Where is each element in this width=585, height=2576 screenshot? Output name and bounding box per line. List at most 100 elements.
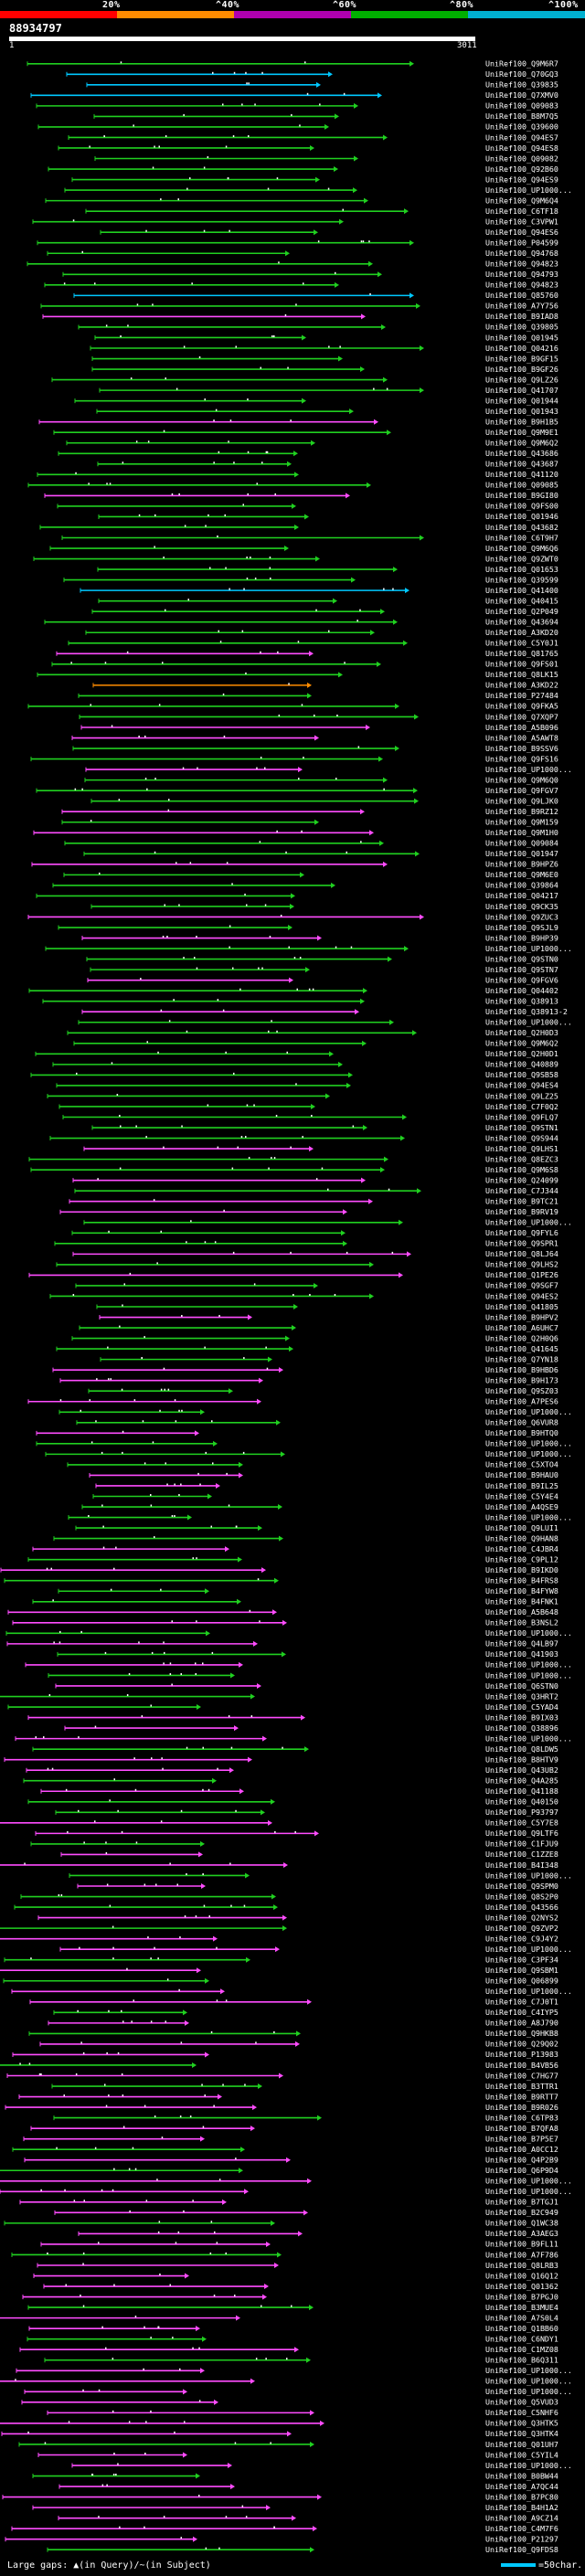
hit-label[interactable]: UniRef100_Q8LK15: [485, 670, 558, 679]
hit-label[interactable]: UniRef100_Q2H0Q6: [485, 1333, 558, 1342]
hit-row[interactable]: UniRef100_B4I348: [0, 1860, 558, 1870]
hit-label[interactable]: UniRef100_Q9SB58: [485, 1070, 558, 1079]
hit-row[interactable]: UniRef100_Q92B60: [48, 164, 558, 174]
hit-label[interactable]: UniRef100_UP1000...: [485, 2377, 572, 2386]
hit-row[interactable]: UniRef100_Q9HKB8: [28, 2029, 558, 2038]
hit-label[interactable]: UniRef100_B3MUE4: [485, 2303, 558, 2312]
hit-label[interactable]: UniRef100_Q2P049: [485, 607, 558, 616]
hit-label[interactable]: UniRef100_B9GI80: [485, 491, 558, 500]
hit-row[interactable]: UniRef100_Q94ES9: [71, 175, 558, 184]
hit-label[interactable]: UniRef100_B7TGJ1: [485, 2198, 558, 2207]
hit-label[interactable]: UniRef100_C6TP83: [485, 2113, 558, 2122]
hit-label[interactable]: UniRef100_Q9LTF6: [485, 1829, 558, 1838]
hit-row[interactable]: UniRef100_Q6VUR8: [76, 1418, 558, 1427]
hit-label[interactable]: UniRef100_Q38913-2: [485, 1007, 568, 1016]
hit-row[interactable]: UniRef100_Q2P049: [91, 607, 558, 616]
hit-row[interactable]: UniRef100_B4H1A2: [32, 2503, 558, 2512]
hit-row[interactable]: UniRef100_Q41400: [80, 586, 558, 595]
hit-label[interactable]: UniRef100_B8M7Q5: [485, 111, 558, 121]
hit-row[interactable]: UniRef100_B4VB56: [0, 2061, 558, 2070]
hit-label[interactable]: UniRef100_C6TF18: [485, 207, 558, 216]
hit-label[interactable]: UniRef100_Q2H0D1: [485, 1049, 558, 1058]
hit-label[interactable]: UniRef100_Q9M1H0: [485, 828, 558, 837]
hit-label[interactable]: UniRef100_UP1000...: [485, 1218, 572, 1227]
hit-row[interactable]: UniRef100_B9HP39: [81, 933, 558, 942]
hit-label[interactable]: UniRef100_C1MZ08: [485, 2345, 558, 2354]
hit-row[interactable]: UniRef100_A6UHC7: [79, 1323, 558, 1332]
hit-label[interactable]: UniRef100_Q9FYL6: [485, 1228, 558, 1237]
hit-label[interactable]: UniRef100_B9HTQ0: [485, 1428, 558, 1437]
hit-row[interactable]: UniRef100_C6TP83: [53, 2113, 558, 2122]
hit-label[interactable]: UniRef100_Q9FS01: [485, 660, 558, 669]
hit-row[interactable]: UniRef100_UP1000...: [11, 1987, 572, 1996]
hit-row[interactable]: UniRef100_UP1000...: [5, 1628, 572, 1638]
hit-label[interactable]: UniRef100_Q9HAN8: [485, 1533, 558, 1542]
hit-row[interactable]: UniRef100_UP1000...: [16, 2366, 572, 2375]
hit-label[interactable]: UniRef100_B9IKD0: [485, 1565, 558, 1574]
hit-row[interactable]: UniRef100_A5AWT8: [71, 733, 558, 742]
hit-row[interactable]: UniRef100_A3KD20: [85, 628, 558, 637]
hit-row[interactable]: UniRef100_Q40150: [27, 1797, 558, 1807]
hit-row[interactable]: UniRef100_B9RTT7: [18, 2092, 558, 2101]
hit-label[interactable]: UniRef100_Q7XMV0: [485, 90, 558, 100]
hit-label[interactable]: UniRef100_A7F786: [485, 2250, 558, 2259]
hit-row[interactable]: UniRef100_Q8S2P0: [20, 1892, 558, 1901]
hit-label[interactable]: UniRef100_Q9SPR1: [485, 1239, 558, 1248]
hit-row[interactable]: UniRef100_UP1000...: [36, 1439, 572, 1448]
hit-row[interactable]: UniRef100_Q41120: [37, 470, 558, 479]
hit-row[interactable]: UniRef100_Q4A285: [23, 1776, 558, 1786]
hit-row[interactable]: UniRef100_Q04402: [28, 986, 558, 995]
hit-row[interactable]: UniRef100_Q41188: [40, 1786, 558, 1796]
hit-row[interactable]: UniRef100_Q94ES2: [49, 1291, 558, 1300]
hit-label[interactable]: UniRef100_Q9SZ03: [485, 1386, 558, 1395]
hit-label[interactable]: UniRef100_B7PGJ0: [485, 2292, 558, 2301]
hit-label[interactable]: UniRef100_Q38896: [485, 1723, 558, 1733]
hit-label[interactable]: UniRef100_Q85760: [485, 291, 558, 300]
hit-label[interactable]: UniRef100_Q4A285: [485, 1776, 558, 1786]
hit-label[interactable]: UniRef100_Q9LZ26: [485, 375, 558, 384]
hit-label[interactable]: UniRef100_A4QSE9: [485, 1502, 558, 1511]
hit-row[interactable]: UniRef100_UP1000...: [68, 1512, 572, 1521]
hit-label[interactable]: UniRef100_Q9M6Q2: [485, 439, 558, 448]
hit-row[interactable]: UniRef100_B9IX03: [27, 1712, 558, 1722]
hit-label[interactable]: UniRef100_Q92B60: [485, 164, 558, 174]
hit-row[interactable]: UniRef100_Q2H0D3: [67, 1028, 558, 1037]
hit-row[interactable]: UniRef100_Q9M6Q6: [49, 544, 558, 553]
hit-row[interactable]: UniRef100_P13983: [12, 2050, 558, 2059]
hit-label[interactable]: UniRef100_Q81765: [485, 649, 558, 658]
hit-label[interactable]: UniRef100_UP1000...: [485, 1871, 572, 1880]
hit-row[interactable]: UniRef100_Q1BB60: [28, 2324, 558, 2333]
hit-row[interactable]: UniRef100_Q41805: [96, 1302, 558, 1311]
hit-label[interactable]: UniRef100_B9H1B5: [485, 417, 558, 426]
hit-row[interactable]: UniRef100_Q9CK35: [90, 902, 558, 911]
hit-label[interactable]: UniRef100_B7P5E7: [485, 2134, 558, 2143]
hit-label[interactable]: UniRef100_C3VPW1: [485, 217, 558, 226]
hit-label[interactable]: UniRef100_Q9M159: [485, 818, 558, 827]
hit-label[interactable]: UniRef100_Q6VUR8: [485, 1418, 558, 1427]
hit-label[interactable]: UniRef100_Q04217: [485, 891, 558, 900]
hit-row[interactable]: UniRef100_B8HTV9: [4, 1754, 558, 1764]
hit-label[interactable]: UniRef100_UP1000...: [485, 1449, 572, 1458]
hit-label[interactable]: UniRef100_B9IAD8: [485, 312, 558, 321]
hit-row[interactable]: UniRef100_UP1000...: [78, 1018, 572, 1027]
hit-label[interactable]: UniRef100_Q94ES2: [485, 1291, 558, 1300]
hit-row[interactable]: UniRef100_P93797: [55, 1807, 558, 1817]
hit-label[interactable]: UniRef100_Q01945: [485, 333, 558, 342]
hit-label[interactable]: UniRef100_C5XTO4: [485, 1460, 558, 1469]
hit-row[interactable]: UniRef100_Q9M9E1: [53, 428, 558, 437]
hit-row[interactable]: UniRef100_C5YAD4: [7, 1702, 558, 1712]
hit-row[interactable]: UniRef100_B9HTQ0: [36, 1428, 558, 1437]
hit-row[interactable]: UniRef100_Q3HRT2: [0, 1691, 558, 1701]
hit-label[interactable]: UniRef100_Q94ES4: [485, 1081, 558, 1090]
hit-row[interactable]: UniRef100_A8J790: [48, 2019, 558, 2028]
hit-label[interactable]: UniRef100_B4H1A2: [485, 2503, 558, 2512]
hit-label[interactable]: UniRef100_Q43687: [485, 460, 558, 469]
hit-label[interactable]: UniRef100_Q29Q02: [485, 2040, 558, 2049]
hit-label[interactable]: UniRef100_B3NSL2: [485, 1618, 558, 1627]
hit-label[interactable]: UniRef100_A7PES6: [485, 1397, 558, 1406]
hit-row[interactable]: UniRef100_C9PL12: [27, 1554, 558, 1564]
hit-row[interactable]: UniRef100_Q8LRB3: [37, 2261, 558, 2270]
hit-label[interactable]: UniRef100_B4FNK1: [485, 1597, 558, 1606]
hit-label[interactable]: UniRef100_B7QFA8: [485, 2124, 558, 2133]
hit-label[interactable]: UniRef100_Q09082: [485, 154, 558, 163]
